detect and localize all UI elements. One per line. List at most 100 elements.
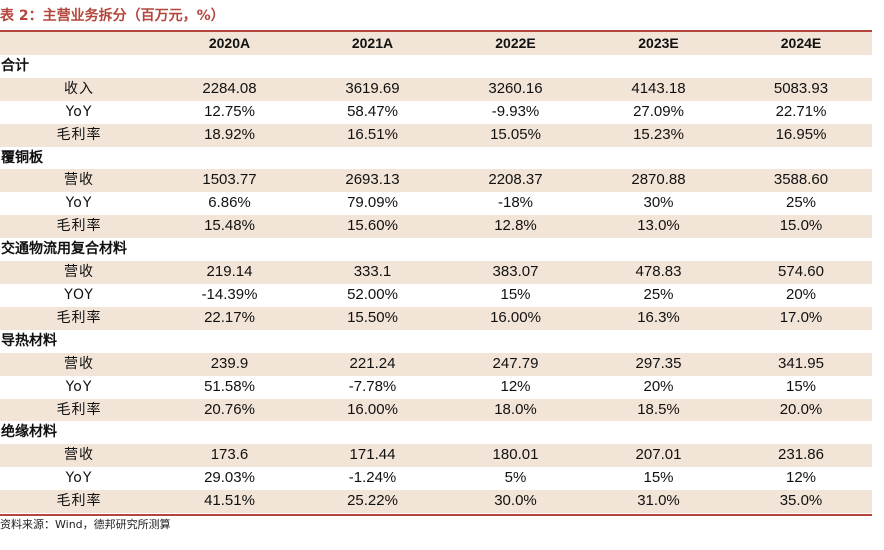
value-cell: 15.23% [587,123,730,147]
value-cell: 333.1 [301,261,444,284]
table-title: 表 2：主营业务拆分（百万元，%） [0,8,225,24]
section-title: 覆铜板 [0,146,872,170]
value-cell: 6.86% [208,194,251,212]
value-cell: 17.0% [730,306,872,330]
value-cell: -18% [497,194,534,212]
section-title: 绝缘材料 [0,421,872,445]
value-cell: 4143.18 [587,77,730,101]
table-row: 营收 219.14 333.1 383.07 478.83 574.60 [0,261,872,284]
value-cell: 35.0% [730,490,872,514]
table-row: 毛利率 22.17% 15.50% 16.00% 16.3% 17.0% [0,306,872,330]
value-cell: 3588.60 [730,169,872,193]
value-cell: 383.07 [444,261,587,284]
row-label: YoY [65,195,93,212]
value-cell: 18.92% [158,123,301,147]
value-cell: 16.51% [301,123,444,147]
business-split-table: 2020A 2021A 2022E 2023E 2024E 合计 收入 2284.0… [0,32,872,514]
value-cell: 16.95% [730,123,872,147]
table-row: YoY 29.03% -1.24% 5% 15% 12% [0,467,872,490]
value-cell: 30.0% [444,490,587,514]
section-title: 导热材料 [0,329,872,353]
header-cell-2022e: 2022E [444,32,587,55]
value-cell: 12% [500,377,531,395]
table-row: 毛利率 15.48% 15.60% 12.8% 13.0% 15.0% [0,215,872,239]
value-cell: 12% [785,469,817,487]
row-label: 毛利率 [0,123,158,147]
value-cell: 207.01 [587,444,730,468]
row-label: 营收 [0,352,158,376]
row-label: YOY [64,286,94,303]
value-cell: 20% [643,377,674,395]
header-row: 2020A 2021A 2022E 2023E 2024E [0,32,872,55]
value-cell: -7.78% [348,377,397,395]
value-cell: 574.60 [730,261,872,284]
value-cell: 341.95 [730,352,872,376]
value-cell: 27.09% [633,102,684,120]
value-cell: 5083.93 [730,77,872,101]
row-label: 营收 [0,444,158,468]
value-cell: 171.44 [301,444,444,468]
table-row: YoY 6.86% 79.09% -18% 30% 25% [0,192,872,215]
value-cell: 2693.13 [301,169,444,193]
table-row: YOY -14.39% 52.00% 15% 25% 20% [0,284,872,307]
header-cell-2021a: 2021A [301,32,444,55]
header-cell-2024e: 2024E [730,32,872,55]
table-row: 营收 1503.77 2693.13 2208.37 2870.88 3588.60 [0,169,872,193]
value-cell: 3619.69 [301,77,444,101]
value-cell: 15% [785,377,817,395]
row-label: 毛利率 [0,490,158,514]
value-cell: 15.0% [730,215,872,239]
value-cell: 25.22% [301,490,444,514]
value-cell: 30% [643,194,674,212]
value-cell: 1503.77 [158,169,301,193]
value-cell: 16.3% [587,306,730,330]
table-row: 毛利率 20.76% 16.00% 18.0% 18.5% 20.0% [0,398,872,422]
value-cell: 15% [643,469,674,487]
section-row: 交通物流用复合材料 [0,238,872,262]
section-title: 合计 [0,54,872,78]
row-label: 营收 [0,261,158,284]
value-cell: 20.0% [730,398,872,422]
value-cell: 231.86 [730,444,872,468]
value-cell: 15.05% [444,123,587,147]
row-label: 毛利率 [0,306,158,330]
header-cell-empty [0,32,158,55]
value-cell: 20.76% [158,398,301,422]
value-cell: 58.47% [347,102,398,120]
value-cell: 5% [504,469,527,487]
value-cell: 16.00% [301,398,444,422]
section-title: 交通物流用复合材料 [0,238,872,262]
section-row: 合计 [0,54,872,78]
value-cell: 41.51% [158,490,301,514]
row-label: 收入 [0,77,158,101]
value-cell: 79.09% [347,194,398,212]
value-cell: 478.83 [587,261,730,284]
value-cell: -14.39% [201,285,258,303]
value-cell: -9.93% [491,102,540,120]
header-cell-2023e: 2023E [587,32,730,55]
value-cell: 15.48% [158,215,301,239]
header-cell-2020a: 2020A [158,32,301,55]
value-cell: 180.01 [444,444,587,468]
section-row: 覆铜板 [0,146,872,170]
value-cell: 3260.16 [444,77,587,101]
value-cell: 29.03% [204,469,255,487]
value-cell: 52.00% [347,285,398,303]
value-cell: 221.24 [301,352,444,376]
value-cell: -1.24% [348,469,397,487]
value-cell: 2870.88 [587,169,730,193]
table-row: YoY 12.75% 58.47% -9.93% 27.09% 22.71% [0,101,872,124]
table-row: YoY 51.58% -7.78% 12% 20% 15% [0,376,872,399]
value-cell: 16.00% [444,306,587,330]
value-cell: 15% [500,285,531,303]
row-label: 毛利率 [0,398,158,422]
value-cell: 239.9 [158,352,301,376]
value-cell: 20% [785,285,817,303]
bottom-rule [0,514,872,516]
value-cell: 297.35 [587,352,730,376]
value-cell: 219.14 [158,261,301,284]
row-label: YoY [65,378,93,395]
value-cell: 15.60% [301,215,444,239]
value-cell: 18.5% [587,398,730,422]
row-label: 毛利率 [0,215,158,239]
